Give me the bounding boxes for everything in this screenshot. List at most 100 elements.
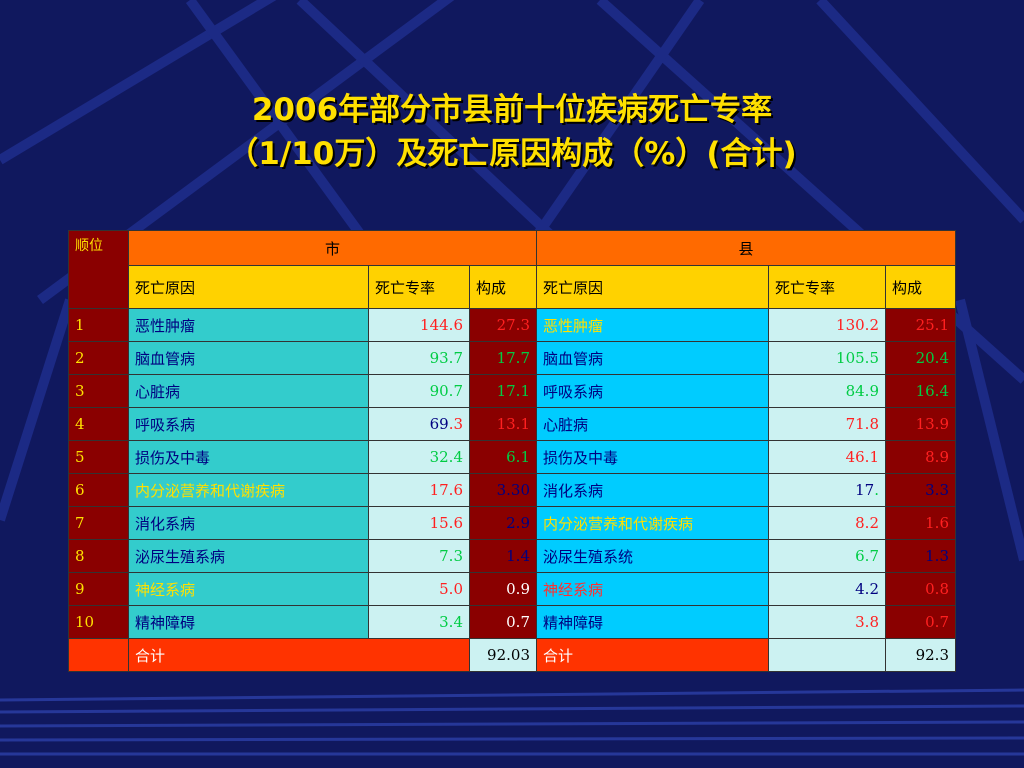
city-rate-cell: 17.6	[368, 473, 470, 507]
city-pct-cell: 0.9	[469, 572, 537, 606]
county-pct-cell: 0.7	[885, 605, 956, 639]
county-pct-cell: 1.3	[885, 539, 956, 573]
county-cause-header: 死亡原因	[536, 265, 769, 309]
county-total-pct: 92.3	[885, 638, 956, 672]
rank-cell: 8	[68, 539, 129, 573]
county-rate-int: 17	[855, 481, 875, 499]
county-cause-cell: 脑血管病	[536, 341, 769, 375]
county-pct-cell: 1.6	[885, 506, 956, 540]
table-row: 4 呼吸系病 69.3 13.1 心脏病 71.8 13.9	[68, 407, 956, 441]
total-rank-cell	[68, 638, 129, 672]
rank-header: 顺位	[68, 230, 129, 309]
county-rate-cell: 8.2	[768, 506, 886, 540]
county-header: 县	[536, 230, 956, 266]
city-pct-cell: 6.1	[469, 440, 537, 474]
county-cause-cell: 内分泌营养和代谢疾病	[536, 506, 769, 540]
county-rate-cell: 3.8	[768, 605, 886, 639]
table-row: 9 神经系病 5.0 0.9 神经系病 4.2 0.8	[68, 572, 956, 606]
county-pct-cell: 0.8	[885, 572, 956, 606]
city-rate-cell: 144.6	[368, 308, 470, 342]
county-pct-header: 构成	[885, 265, 956, 309]
city-pct-cell: 3.30	[469, 473, 537, 507]
county-cause-cell: 泌尿生殖系统	[536, 539, 769, 573]
table-row: 2 脑血管病 93.7 17.7 脑血管病 105.5 20.4	[68, 341, 956, 375]
city-rate-frac: .3	[448, 415, 463, 433]
slide-title: 2006年部分市县前十位疾病死亡专率 （1/10万）及死亡原因构成（%）(合计)	[0, 88, 1024, 176]
city-cause-cell: 泌尿生殖系病	[128, 539, 369, 573]
county-rate-frac: .	[874, 481, 879, 499]
county-pct-cell: 20.4	[885, 341, 956, 375]
rank-cell: 9	[68, 572, 129, 606]
county-total-rate	[768, 638, 886, 672]
city-rate-cell: 15.6	[368, 506, 470, 540]
table-row: 8 泌尿生殖系病 7.3 1.4 泌尿生殖系统 6.7 1.3	[68, 539, 956, 573]
city-cause-cell: 损伤及中毒	[128, 440, 369, 474]
county-rate-cell: 17.	[768, 473, 886, 507]
rank-cell: 5	[68, 440, 129, 474]
city-total-label: 合计	[128, 638, 470, 672]
county-cause-cell: 心脏病	[536, 407, 769, 441]
city-pct-cell: 1.4	[469, 539, 537, 573]
county-total-label: 合计	[536, 638, 769, 672]
city-cause-cell: 呼吸系病	[128, 407, 369, 441]
total-row: 合计 92.03 合计 92.3	[68, 638, 956, 672]
city-pct-cell: 0.7	[469, 605, 537, 639]
city-rate-header: 死亡专率	[368, 265, 470, 309]
county-rate-cell: 46.1	[768, 440, 886, 474]
county-rate-cell: 84.9	[768, 374, 886, 408]
rank-cell: 7	[68, 506, 129, 540]
rank-cell: 6	[68, 473, 129, 507]
city-pct-cell: 27.3	[469, 308, 537, 342]
city-pct-header: 构成	[469, 265, 537, 309]
table-row: 10 精神障碍 3.4 0.7 精神障碍 3.8 0.7	[68, 605, 956, 639]
city-rate-cell: 90.7	[368, 374, 470, 408]
city-cause-cell: 脑血管病	[128, 341, 369, 375]
city-cause-cell: 内分泌营养和代谢疾病	[128, 473, 369, 507]
county-cause-cell: 恶性肿瘤	[536, 308, 769, 342]
title-line-1: 2006年部分市县前十位疾病死亡专率	[251, 92, 773, 128]
city-cause-cell: 精神障碍	[128, 605, 369, 639]
county-pct-cell: 16.4	[885, 374, 956, 408]
city-rate-cell: 93.7	[368, 341, 470, 375]
table-row: 5 损伤及中毒 32.4 6.1 损伤及中毒 46.1 8.9	[68, 440, 956, 474]
county-rate-cell: 105.5	[768, 341, 886, 375]
county-rate-cell: 130.2	[768, 308, 886, 342]
rank-cell: 10	[68, 605, 129, 639]
county-pct-cell: 3.3	[885, 473, 956, 507]
rank-cell: 1	[68, 308, 129, 342]
rank-cell: 3	[68, 374, 129, 408]
city-total-pct: 92.03	[469, 638, 537, 672]
county-pct-cell: 13.9	[885, 407, 956, 441]
city-cause-cell: 神经系病	[128, 572, 369, 606]
city-rate-int: 69	[429, 415, 449, 433]
title-line-2: （1/10万）及死亡原因构成（%）(合计)	[227, 136, 797, 172]
table-row: 6 内分泌营养和代谢疾病 17.6 3.30 消化系病 17. 3.3	[68, 473, 956, 507]
county-rate-cell: 71.8	[768, 407, 886, 441]
city-pct-cell: 2.9	[469, 506, 537, 540]
mortality-table: 顺位 市 县 死亡原因 死亡专率 构成 死亡原因 死亡专率 构成 1 恶性肿瘤 …	[68, 230, 956, 672]
city-rate-cell: 7.3	[368, 539, 470, 573]
city-header: 市	[128, 230, 537, 266]
county-cause-cell: 损伤及中毒	[536, 440, 769, 474]
county-cause-cell: 神经系病	[536, 572, 769, 606]
city-cause-cell: 心脏病	[128, 374, 369, 408]
city-rate-cell: 32.4	[368, 440, 470, 474]
county-rate-header: 死亡专率	[768, 265, 886, 309]
county-pct-cell: 25.1	[885, 308, 956, 342]
table-row: 3 心脏病 90.7 17.1 呼吸系病 84.9 16.4	[68, 374, 956, 408]
county-rate-cell: 6.7	[768, 539, 886, 573]
county-cause-cell: 精神障碍	[536, 605, 769, 639]
city-cause-cell: 消化系病	[128, 506, 369, 540]
county-cause-cell: 呼吸系病	[536, 374, 769, 408]
city-rate-cell: 69.3	[368, 407, 470, 441]
city-cause-header: 死亡原因	[128, 265, 369, 309]
city-cause-cell: 恶性肿瘤	[128, 308, 369, 342]
city-pct-cell: 17.7	[469, 341, 537, 375]
table-row: 1 恶性肿瘤 144.6 27.3 恶性肿瘤 130.2 25.1	[68, 308, 956, 342]
city-rate-cell: 5.0	[368, 572, 470, 606]
rank-cell: 4	[68, 407, 129, 441]
city-pct-cell: 17.1	[469, 374, 537, 408]
table-row: 7 消化系病 15.6 2.9 内分泌营养和代谢疾病 8.2 1.6	[68, 506, 956, 540]
city-pct-cell: 13.1	[469, 407, 537, 441]
